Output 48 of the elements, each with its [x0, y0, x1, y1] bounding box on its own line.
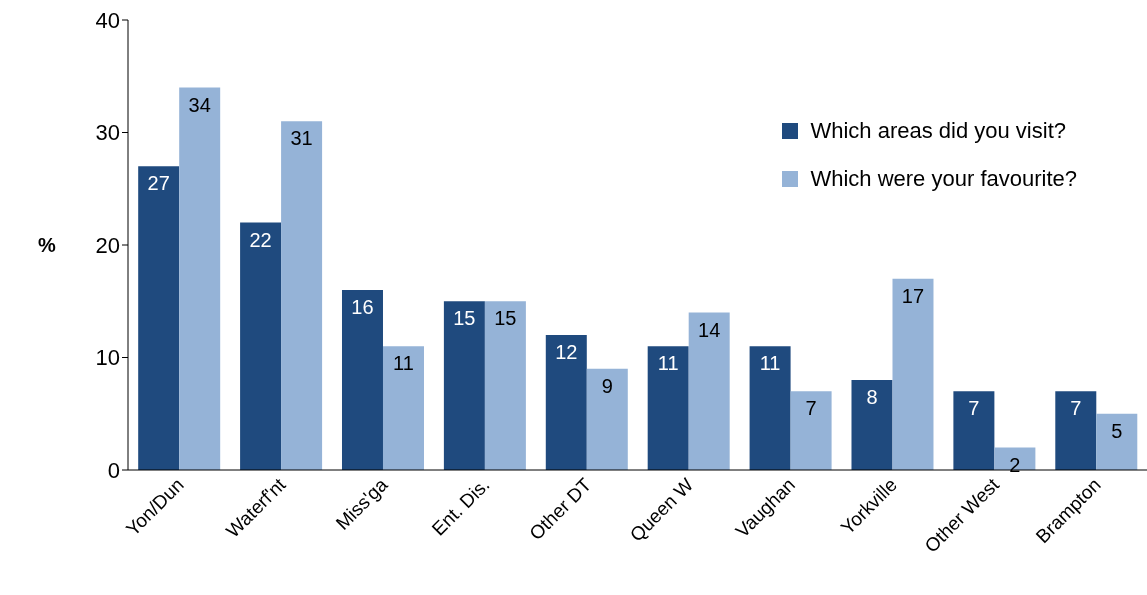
bar — [586, 368, 628, 470]
data-label: 2 — [1009, 453, 1021, 476]
bar — [688, 312, 730, 470]
data-label: 16 — [351, 296, 374, 319]
bar — [790, 391, 832, 470]
bar — [953, 391, 995, 470]
data-label: 31 — [290, 127, 313, 150]
bar — [647, 346, 689, 470]
bar — [851, 380, 893, 470]
data-label: 11 — [759, 352, 781, 375]
data-label: 9 — [601, 374, 613, 397]
data-label: 14 — [698, 318, 721, 341]
bar — [484, 301, 526, 470]
bar — [382, 346, 424, 470]
bar — [1096, 413, 1138, 470]
bar — [341, 290, 383, 470]
bar — [281, 121, 323, 470]
y-tick-label: 40 — [95, 7, 120, 33]
data-label: 12 — [555, 341, 578, 364]
y-tick-label: 30 — [95, 120, 120, 146]
data-label: 11 — [393, 352, 414, 375]
bar — [1055, 391, 1097, 470]
data-label: 11 — [657, 352, 679, 375]
legend-label: Which were your favourite? — [810, 166, 1077, 192]
y-tick-label: 20 — [95, 232, 120, 258]
bar — [749, 346, 791, 470]
data-label: 17 — [901, 284, 925, 307]
data-label: 15 — [453, 307, 476, 330]
bar — [443, 301, 485, 470]
data-label: 7 — [1070, 397, 1082, 420]
bar — [179, 87, 221, 470]
legend-label: Which areas did you visit? — [810, 118, 1066, 144]
x-tick-label: Ent. Dis. — [427, 473, 494, 540]
y-tick-label: 10 — [95, 345, 120, 371]
bar — [240, 222, 282, 470]
data-label: 22 — [249, 228, 272, 251]
data-label: 8 — [866, 386, 878, 409]
y-tick-label: 0 — [107, 457, 120, 483]
data-label: 7 — [968, 397, 980, 420]
data-label: 7 — [805, 397, 817, 420]
data-label: 5 — [1111, 419, 1123, 442]
bar — [138, 166, 180, 470]
bar — [545, 335, 587, 470]
bar — [892, 278, 934, 470]
y-axis-title: % — [38, 234, 56, 257]
data-label: 34 — [188, 93, 211, 116]
data-label: 27 — [147, 172, 170, 195]
data-label: 15 — [494, 307, 517, 330]
